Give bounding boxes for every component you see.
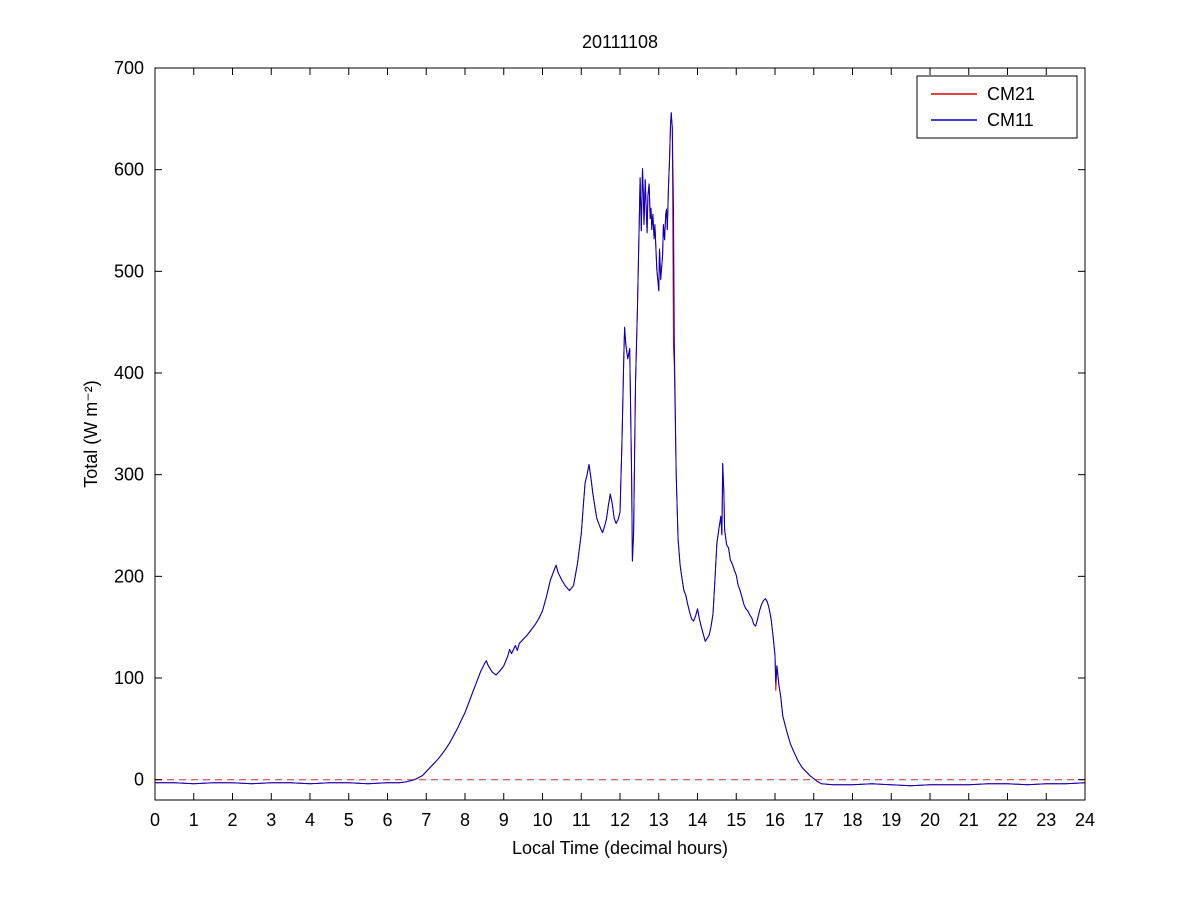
y-tick-label: 700 [114,58,144,78]
y-tick-label: 500 [114,261,144,281]
x-tick-label: 2 [227,810,237,830]
x-tick-label: 23 [1036,810,1056,830]
x-tick-label: 22 [997,810,1017,830]
x-tick-label: 3 [266,810,276,830]
x-tick-label: 20 [920,810,940,830]
x-tick-label: 6 [382,810,392,830]
x-tick-label: 19 [881,810,901,830]
x-tick-label: 16 [765,810,785,830]
x-tick-label: 9 [499,810,509,830]
x-tick-label: 14 [687,810,707,830]
x-tick-label: 13 [649,810,669,830]
y-axis-label: Total (W m⁻²) [81,380,101,488]
x-tick-label: 18 [842,810,862,830]
x-tick-label: 21 [959,810,979,830]
y-tick-label: 400 [114,363,144,383]
series-CM11 [155,112,1086,787]
chart-title: 20111108 [582,32,658,52]
plot-box [154,67,1086,801]
x-tick-label: 1 [189,810,199,830]
y-tick-label: 200 [114,566,144,586]
x-tick-label: 12 [610,810,630,830]
x-tick-label: 5 [344,810,354,830]
x-tick-label: 4 [305,810,315,830]
legend-box [916,75,1078,139]
x-tick-label: 8 [460,810,470,830]
x-tick-label: 17 [804,810,824,830]
legend: CM21 CM11 [916,75,1078,139]
y-tick-label: 100 [114,668,144,688]
x-tick-label: 24 [1075,810,1095,830]
legend-label-CM21: CM21 [987,84,1035,104]
x-tick-label: 10 [532,810,552,830]
y-tick-label: 600 [114,160,144,180]
y-tick-label: 300 [114,465,144,485]
legend-label-CM11: CM11 [987,110,1034,130]
x-tick-label: 0 [150,810,160,830]
x-tick-label: 7 [421,810,431,830]
x-tick-label: 11 [572,810,591,830]
y-tick-label: 0 [134,770,144,790]
x-axis-label: Local Time (decimal hours) [512,838,728,858]
x-tick-label: 15 [726,810,746,830]
series-CM21 [155,112,1086,787]
